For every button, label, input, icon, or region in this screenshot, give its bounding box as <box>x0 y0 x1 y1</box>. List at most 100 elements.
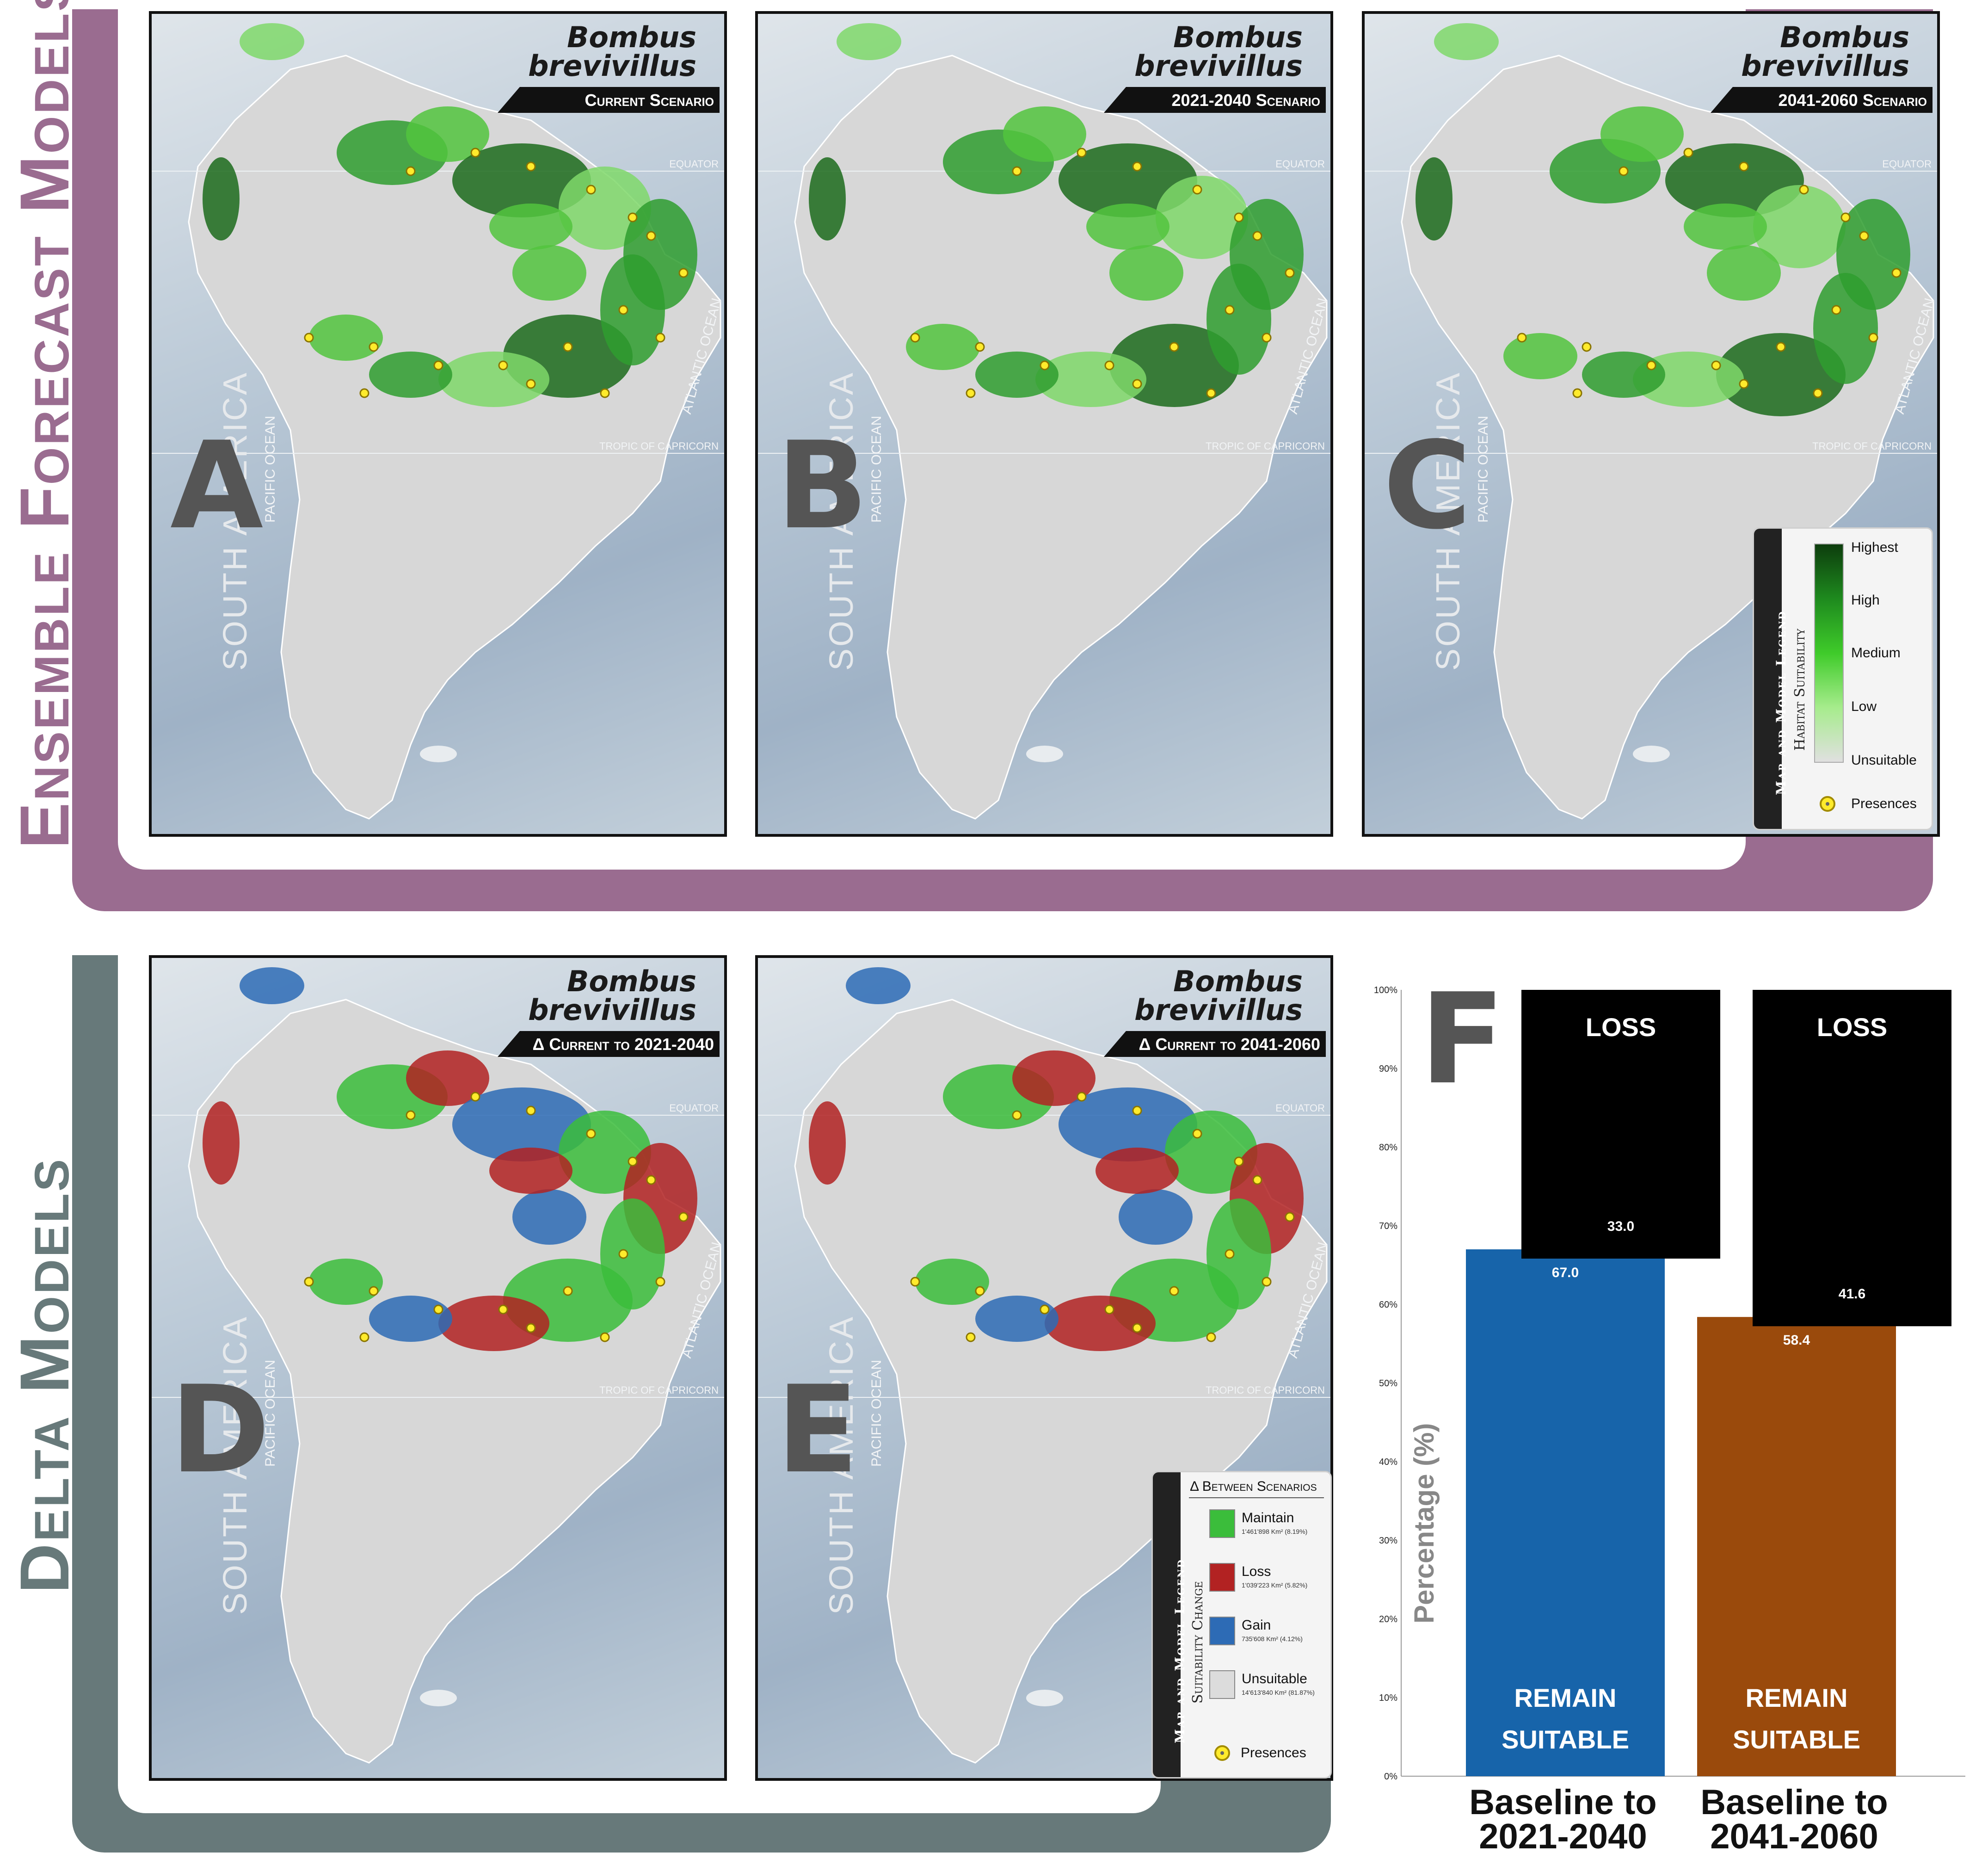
legend-maintain-area: 1'461'898 Km² (8.19%) <box>1242 1528 1308 1535</box>
scenario-bar <box>1104 1031 1326 1057</box>
map-graphic <box>152 23 724 820</box>
equator-label: EQUATOR <box>1275 158 1325 170</box>
map-title-box: Bombus brevivillus Δ Current to 2041-2060 <box>1090 958 1330 1062</box>
loss-value-label: 41.6 <box>1839 1286 1865 1302</box>
tropic-label: TROPIC OF CAPRICORN <box>1206 1384 1325 1396</box>
y-tick-label: 70% <box>1379 1221 1397 1231</box>
suitable-label: SUITABLE <box>1502 1725 1629 1754</box>
legend-gain: Gain <box>1242 1618 1271 1633</box>
bar-loss <box>1521 990 1720 1259</box>
map-graphic <box>758 967 1330 1764</box>
pacific-label: PACIFIC OCEAN <box>1476 415 1491 523</box>
equator-label: EQUATOR <box>1275 1102 1325 1114</box>
legend-presences: Presences <box>1851 796 1917 811</box>
loss-chart-svg: 0% 10% 20% 30% 40% 50% 60% 70% 80% 90% 100% LOSS 33.… <box>1374 966 1965 1782</box>
species-name: Bombus brevivillus <box>1741 20 1909 83</box>
pacific-label: PACIFIC OCEAN <box>263 415 278 523</box>
legend-level-high: High <box>1851 593 1880 608</box>
delta-presence-marker-icon <box>1214 1745 1230 1761</box>
delta-legend-side-title: Map and Model Legend <box>1172 1558 1188 1743</box>
legend-maintain: Maintain <box>1242 1510 1294 1525</box>
legend-loss-area: 1'039'223 Km² (5.82%) <box>1242 1581 1308 1589</box>
panel-letter: C <box>1383 416 1471 556</box>
bar-remain-suitable <box>1466 1249 1665 1776</box>
species-name: Bombus brevivillus <box>1134 20 1303 83</box>
map-title-box: Bombus brevivillus Current Scenario <box>484 14 724 118</box>
y-tick-label: 40% <box>1379 1457 1397 1467</box>
suitable-label: SUITABLE <box>1733 1725 1860 1754</box>
legend-side-tab: Map and Model Legend <box>1754 529 1789 829</box>
tropic-label: TROPIC OF CAPRICORN <box>599 1384 719 1396</box>
map-panel-a: Bombus brevivillus Current Scenario EQUATOR… <box>149 11 727 837</box>
map-panel-e: Bombus brevivillus Δ Current to 2041-2060 E… <box>755 955 1333 1781</box>
legend-level-highest: Highest <box>1851 540 1898 555</box>
delta-legend-side-tab: Map and Model Legend <box>1153 1472 1188 1777</box>
legend-side-title: Map and Model Legend <box>1773 610 1789 795</box>
map-panel-b: Bombus brevivillus 2021-2040 Scenario EQUAT… <box>755 11 1333 837</box>
loss-chart: 0% 10% 20% 30% 40% 50% 60% 70% 80% 90% 100% LOSS 33.… <box>1369 966 1970 1782</box>
legend-unsuitable-area: 14'613'840 Km² (81.87%) <box>1242 1689 1315 1696</box>
suitability-gradient-bar <box>1814 543 1844 763</box>
y-tick-label: 0% <box>1384 1772 1397 1781</box>
loss-label: LOSS <box>1817 1013 1887 1042</box>
equator-label: EQUATOR <box>669 158 719 170</box>
tropic-label: TROPIC OF CAPRICORN <box>599 440 719 452</box>
map-panel-d: Bombus brevivillus Δ Current to 2021-2040 E… <box>149 955 727 1781</box>
equator-label: EQUATOR <box>669 1102 719 1114</box>
remain-value-label: 67.0 <box>1552 1265 1579 1280</box>
y-tick-label: 80% <box>1379 1142 1397 1153</box>
scenario-label: Current Scenario <box>585 91 714 110</box>
pacific-label: PACIFIC OCEAN <box>869 1359 884 1467</box>
ensemble-section-label: Ensemble Forecast Models <box>6 0 83 849</box>
swatch-gain <box>1209 1617 1235 1645</box>
panel-letter: A <box>170 416 264 556</box>
tropic-label: TROPIC OF CAPRICORN <box>1812 440 1932 452</box>
remain-label: REMAIN <box>1746 1683 1848 1712</box>
scenario-bar <box>498 1031 720 1057</box>
y-tick-label: 30% <box>1379 1536 1397 1546</box>
y-tick-label: 100% <box>1374 985 1397 995</box>
tropic-label: TROPIC OF CAPRICORN <box>1206 440 1325 452</box>
loss-label: LOSS <box>1586 1013 1656 1042</box>
y-tick-label: 90% <box>1379 1064 1397 1074</box>
swatch-maintain <box>1209 1509 1235 1538</box>
delta-legend-divider <box>1189 1497 1324 1498</box>
scenario-bar <box>1104 87 1326 113</box>
y-tick-label: 60% <box>1379 1300 1397 1310</box>
y-axis-title: Percentage (%) <box>1409 1423 1440 1624</box>
y-tick-label: 20% <box>1379 1614 1397 1624</box>
map-panel-c: Bombus brevivillus 2041-2060 Scenario EQUAT… <box>1362 11 1940 837</box>
loss-value-label: 33.0 <box>1607 1219 1634 1234</box>
map-title-box: Bombus brevivillus Δ Current to 2021-2040 <box>484 958 724 1062</box>
scenario-bar <box>498 87 720 113</box>
legend-level-medium: Medium <box>1851 645 1901 661</box>
delta-section-label: Delta Models <box>6 1157 83 1593</box>
delta-legend-presences: Presences <box>1241 1745 1306 1760</box>
equator-label: EQUATOR <box>1882 158 1932 170</box>
legend-unsuitable: Unsuitable <box>1242 1671 1307 1686</box>
panel-letter: D <box>170 1360 270 1500</box>
remain-value-label: 58.4 <box>1783 1333 1810 1348</box>
legend-level-unsuitable: Unsuitable <box>1851 753 1917 768</box>
pacific-label: PACIFIC OCEAN <box>869 415 884 523</box>
panel-letter-f: F <box>1420 976 1505 1112</box>
bar-remain-suitable <box>1697 1317 1896 1776</box>
scenario-label: 2041-2060 Scenario <box>1778 91 1927 110</box>
remain-label: REMAIN <box>1514 1683 1617 1712</box>
species-name: Bombus brevivillus <box>1134 964 1303 1027</box>
map-graphic <box>1365 23 1937 820</box>
map-title-box: Bombus brevivillus 2021-2040 Scenario <box>1090 14 1330 118</box>
swatch-loss <box>1209 1563 1235 1592</box>
legend-level-low: Low <box>1851 699 1877 714</box>
habitat-suitability-title: Habitat Suitability <box>1792 629 1808 751</box>
suitability-change-title: Suitability Change <box>1190 1581 1206 1704</box>
scenario-bar <box>1711 87 1933 113</box>
map-title-box: Bombus brevivillus 2041-2060 Scenario <box>1697 14 1937 118</box>
panel-letter: B <box>776 416 868 556</box>
swatch-unsuitable <box>1209 1670 1235 1699</box>
species-name: Bombus brevivillus <box>528 20 696 83</box>
y-tick-label: 10% <box>1379 1693 1397 1703</box>
legend-loss: Loss <box>1242 1564 1271 1579</box>
map-graphic <box>152 967 724 1764</box>
legend-gain-area: 735'608 Km² (4.12%) <box>1242 1635 1303 1643</box>
